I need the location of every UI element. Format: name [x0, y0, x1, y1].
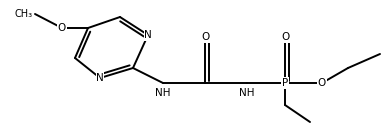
Text: O: O [58, 23, 66, 33]
Text: O: O [318, 78, 326, 88]
Text: CH₃: CH₃ [15, 9, 33, 19]
Text: NH: NH [239, 88, 255, 98]
Text: NH: NH [155, 88, 171, 98]
Text: O: O [201, 32, 209, 42]
Text: P: P [282, 78, 288, 88]
Text: N: N [144, 30, 152, 40]
Text: O: O [281, 32, 289, 42]
Text: N: N [96, 73, 104, 83]
